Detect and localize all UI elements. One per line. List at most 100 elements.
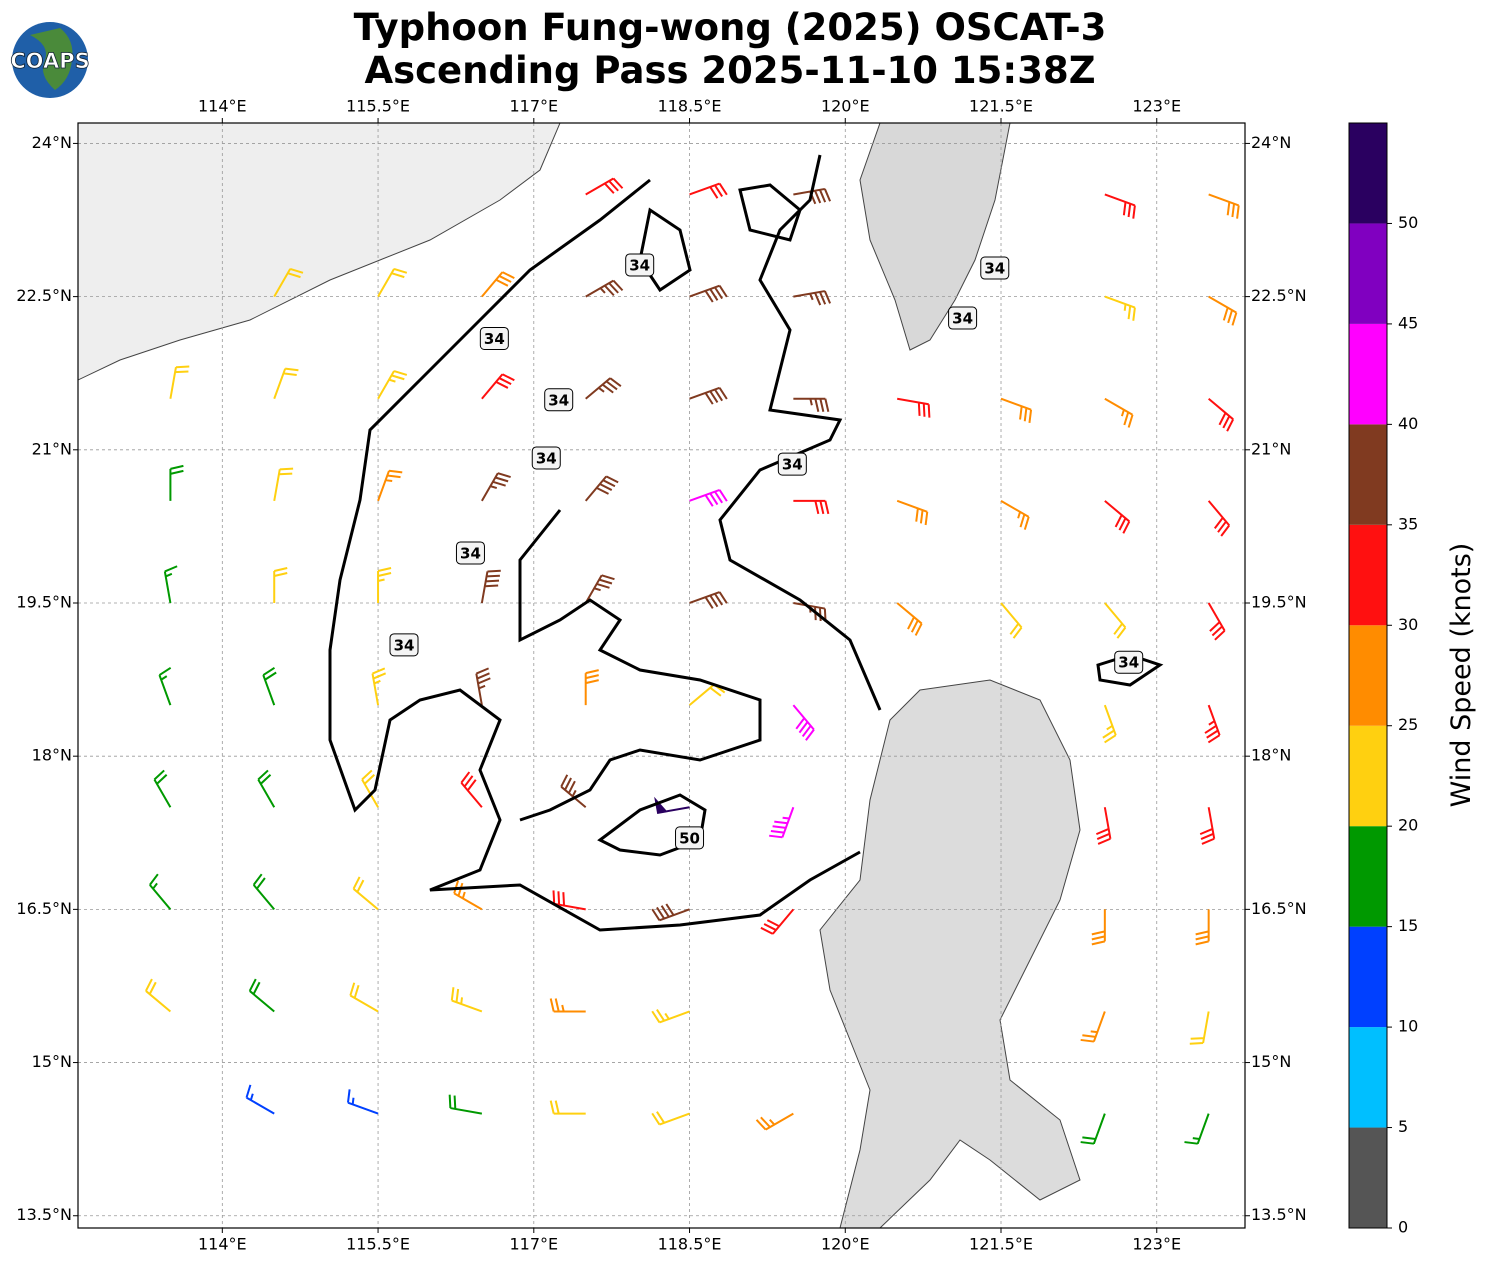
- wind-barbs: [145, 177, 1240, 1145]
- wind-barb: [153, 769, 172, 808]
- contour-label: 34: [536, 449, 557, 467]
- contour-label-box: [455, 541, 485, 565]
- wind-barb: [793, 187, 832, 205]
- y-tick-label: 22.5°N: [1251, 286, 1307, 305]
- wind-barb: [262, 666, 277, 706]
- contour-label-box: [544, 388, 574, 412]
- wind-barb: [1080, 1113, 1106, 1145]
- wind-barb: [1095, 807, 1112, 845]
- colorbar-segment: [1349, 323, 1387, 425]
- wind-barb: [1104, 602, 1127, 639]
- colorbar-tick-label: 45: [1398, 313, 1418, 332]
- y-tick-label: 16.5°N: [16, 899, 72, 918]
- wind-barb: [755, 1112, 794, 1131]
- wind-barb: [584, 669, 599, 706]
- contour-label-box: [1114, 650, 1144, 674]
- wind-barb: [480, 569, 501, 604]
- contours: [328, 154, 1164, 932]
- x-tick-label: 115.5°E: [346, 97, 410, 116]
- colorbar-segment: [1349, 1027, 1387, 1128]
- contour-label: 50: [679, 829, 700, 847]
- y-tick-label: 22.5°N: [16, 286, 72, 305]
- contour-label: 34: [548, 391, 569, 409]
- contour-label: 34: [629, 256, 650, 274]
- wind-barb: [896, 602, 923, 636]
- wind-barb: [145, 978, 172, 1013]
- colorbar: 0 5 10 15 20 25 30 35 40 45 50: [1348, 122, 1418, 1237]
- wind-barb: [1104, 500, 1131, 534]
- contour-label-box: [389, 633, 419, 657]
- wind-barb: [689, 488, 728, 507]
- y-tick-label: 13.5°N: [1251, 1205, 1307, 1224]
- wind-barb: [793, 397, 830, 412]
- wind-barb: [349, 982, 379, 1013]
- wind-barb: [377, 469, 403, 502]
- wind-barb: [273, 567, 288, 603]
- contour-line: [718, 154, 882, 711]
- wind-barb: [158, 666, 172, 706]
- logo-land: [30, 28, 73, 90]
- x-tick-label: 123°E: [1132, 1235, 1181, 1254]
- colorbar-tick-label: 10: [1398, 1017, 1418, 1036]
- wind-barb: [792, 704, 815, 741]
- colorbar-segment: [1349, 524, 1387, 626]
- wind-barb: [273, 267, 304, 298]
- wind-barb: [1208, 397, 1235, 432]
- contour-label: 34: [984, 260, 1005, 278]
- x-tick-label: 115.5°E: [346, 1235, 410, 1254]
- wind-barb: [1000, 397, 1033, 424]
- wind-barb: [769, 806, 795, 839]
- colorbar-label: Wind Speed (knots): [1446, 543, 1477, 808]
- colorbar-frame: [1348, 122, 1388, 1229]
- y-tick-label: 18°N: [1251, 746, 1291, 765]
- colorbar-segment: [1349, 223, 1387, 324]
- wind-barb: [897, 397, 931, 418]
- y-tick-label: 19.5°N: [1251, 592, 1307, 611]
- wind-barb: [651, 903, 690, 922]
- colorbar-tick-label: 35: [1398, 514, 1418, 533]
- wind-barb: [169, 365, 190, 399]
- contour-label-box: [948, 306, 978, 330]
- wind-barb: [475, 667, 491, 706]
- wind-barb: [481, 271, 515, 298]
- wind-barb: [1091, 909, 1106, 946]
- colorbar-tick-label: 20: [1398, 816, 1418, 835]
- wind-barb: [245, 1084, 275, 1115]
- wind-barb: [793, 499, 830, 515]
- wind-barb: [377, 370, 408, 400]
- contour-label-box: [777, 452, 807, 476]
- y-tick-label: 15°N: [32, 1052, 72, 1071]
- wind-barb: [1080, 1011, 1106, 1043]
- wind-barb: [585, 279, 624, 298]
- wind-barb: [584, 574, 615, 604]
- contour-label: 34: [460, 544, 481, 562]
- contour-line: [328, 178, 861, 932]
- x-tick-label: 121.5°E: [969, 97, 1033, 116]
- wind-barb: [257, 769, 276, 808]
- contour-label-box: [675, 826, 705, 850]
- grid: 114°E 114°E 115.5°E 115.5°E 117°E 117°E 118.5°…: [16, 97, 1306, 1254]
- y-tick-label: 24°N: [32, 133, 72, 152]
- colorbar-tick-label: 0: [1398, 1218, 1408, 1237]
- y-tick-label: 21°N: [32, 439, 72, 458]
- wind-barb: [689, 591, 728, 609]
- wind-barb: [346, 1089, 379, 1115]
- wind-barb: [453, 880, 483, 911]
- colorbar-segment: [1349, 926, 1387, 1028]
- y-tick-label: 21°N: [1251, 439, 1291, 458]
- wind-barb: [654, 796, 690, 814]
- contour-label: 34: [394, 636, 415, 654]
- x-tick-label: 114°E: [198, 1235, 247, 1254]
- y-tick-label: 18°N: [32, 746, 72, 765]
- colorbar-tick-label: 50: [1398, 213, 1418, 232]
- wind-barb: [273, 367, 299, 400]
- x-tick-label: 118.5°E: [658, 1235, 722, 1254]
- colorbar-tick-label: 5: [1398, 1117, 1408, 1136]
- wind-barb: [1199, 807, 1216, 845]
- wind-barb: [1000, 499, 1030, 530]
- wind-barb: [1204, 704, 1221, 744]
- wind-barb: [585, 377, 622, 400]
- wind-barb: [163, 565, 178, 604]
- colorbar-segment: [1349, 123, 1387, 224]
